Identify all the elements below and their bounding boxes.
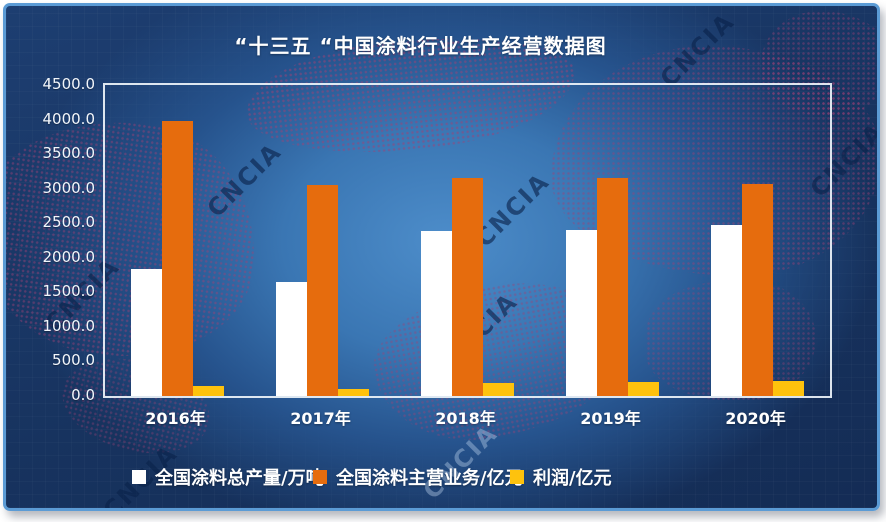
y-axis-tick-label: 2500.0 bbox=[42, 213, 96, 232]
bar-series-2 bbox=[338, 388, 369, 396]
x-axis-label: 2020年 bbox=[725, 409, 786, 428]
bar-group bbox=[105, 85, 250, 396]
y-axis-tick-label: 4500.0 bbox=[42, 75, 96, 93]
x-axis-label: 2017年 bbox=[290, 409, 351, 428]
bar-series-2 bbox=[628, 381, 659, 396]
legend-label: 利润/亿元 bbox=[533, 468, 612, 489]
bar-series-1 bbox=[742, 183, 773, 396]
y-axis-tick-label: 1500.0 bbox=[42, 282, 96, 301]
bar-series-2 bbox=[773, 380, 804, 396]
y-axis-tick-label: 500.0 bbox=[52, 351, 95, 370]
bar-series-0 bbox=[421, 230, 452, 396]
legend-item: 利润/亿元 bbox=[510, 464, 612, 490]
y-axis-tick-label: 2000.0 bbox=[42, 247, 96, 266]
legend-item: 全国涂料总产量/万吨 bbox=[132, 464, 324, 490]
bar-series-0 bbox=[276, 281, 307, 396]
legend-item: 全国涂料主营业务/亿元 bbox=[313, 464, 523, 490]
bar-series-1 bbox=[597, 178, 628, 396]
y-axis-tick-label: 1000.0 bbox=[42, 316, 96, 335]
bar-group bbox=[250, 85, 395, 396]
legend-label: 全国涂料主营业务/亿元 bbox=[336, 468, 523, 489]
legend-swatch bbox=[510, 470, 524, 484]
bar-series-2 bbox=[193, 385, 224, 396]
y-axis-tick-label: 3000.0 bbox=[42, 178, 96, 197]
y-axis-tick-label: 4000.0 bbox=[42, 109, 96, 128]
x-axis-label: 2018年 bbox=[435, 409, 496, 428]
legend-swatch bbox=[313, 470, 327, 484]
bar-series-1 bbox=[452, 178, 483, 396]
y-axis-tick-label: 3500.0 bbox=[42, 144, 96, 163]
bar-series-2 bbox=[483, 382, 514, 396]
bar-group bbox=[540, 85, 685, 396]
legend-label: 全国涂料总产量/万吨 bbox=[155, 468, 324, 489]
chart-panel: CNCIA CNCIA CNCIA CNCIA CNCIA CNCIA CNCI… bbox=[3, 3, 880, 511]
bar-series-1 bbox=[162, 120, 193, 396]
x-axis-label: 2016年 bbox=[145, 409, 206, 428]
y-axis-tick-label: 0.0 bbox=[71, 386, 95, 404]
bar-series-0 bbox=[566, 230, 597, 396]
chart-title: “十三五 “中国涂料行业生产经营数据图 bbox=[234, 34, 607, 58]
bar-series-1 bbox=[307, 185, 338, 396]
legend-swatch bbox=[132, 470, 146, 484]
bar-series-0 bbox=[131, 268, 162, 396]
plot-area bbox=[103, 83, 832, 398]
legend: 全国涂料总产量/万吨 全国涂料主营业务/亿元 利润/亿元 bbox=[6, 464, 877, 494]
bar-series-0 bbox=[711, 225, 742, 396]
bar-group bbox=[395, 85, 540, 396]
x-axis-label: 2019年 bbox=[580, 409, 641, 428]
bar-group bbox=[685, 85, 830, 396]
